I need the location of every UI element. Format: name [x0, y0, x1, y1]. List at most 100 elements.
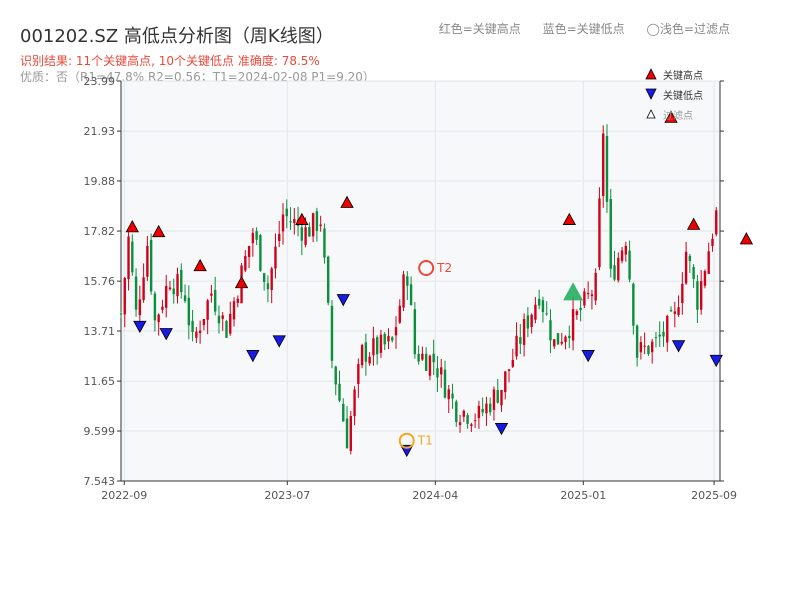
- candle-body: [447, 389, 450, 400]
- candle-body: [259, 235, 262, 271]
- marker-legend: 关键高点 关键低点 过滤点: [645, 64, 703, 124]
- candle-body: [677, 307, 680, 315]
- candle-body: [421, 353, 424, 360]
- key-low-marker: [709, 354, 723, 368]
- candle-body: [153, 293, 157, 321]
- x-tick-label: 2023-07: [264, 489, 310, 502]
- candle-body: [146, 245, 149, 277]
- candle-body: [477, 405, 481, 419]
- top-legend-red: 红色=关键高点: [438, 22, 521, 36]
- candle-body: [526, 315, 530, 329]
- candle-body: [602, 133, 605, 196]
- candle-body: [168, 287, 172, 290]
- candle-body: [620, 250, 624, 261]
- legend-row-high: 关键高点: [645, 64, 703, 84]
- special-point-marker: [398, 432, 415, 449]
- candle-body: [507, 369, 511, 371]
- key-low-marker: [336, 294, 350, 307]
- candle-body: [609, 198, 612, 269]
- candle-body: [699, 281, 703, 310]
- candle-body: [232, 301, 236, 320]
- candle-body: [225, 321, 228, 338]
- key-high-marker: [295, 212, 309, 225]
- candle-body: [417, 353, 420, 362]
- x-tick-label: 2025-01: [560, 489, 606, 502]
- candle-body: [349, 416, 353, 451]
- candle-body: [432, 353, 435, 363]
- candle-body: [142, 277, 145, 301]
- candle-body: [515, 335, 518, 357]
- legend-row-low: 关键低点: [645, 84, 703, 104]
- candle-body: [496, 389, 499, 403]
- candle-body: [364, 342, 368, 362]
- candle-body: [598, 198, 601, 268]
- candle-body: [654, 337, 658, 339]
- candle-body: [191, 320, 194, 332]
- candle-body: [357, 364, 360, 385]
- candle-body: [123, 278, 126, 315]
- candle-body: [149, 239, 153, 292]
- candle-body: [406, 276, 409, 286]
- candle-body: [658, 334, 661, 337]
- candle-body: [138, 299, 142, 316]
- candle-body: [236, 298, 239, 303]
- candle-body: [180, 269, 183, 293]
- candle-body: [458, 422, 462, 426]
- candle-body: [221, 315, 224, 319]
- candle-body: [315, 211, 319, 231]
- candle-body: [311, 213, 315, 237]
- candle-body: [274, 246, 277, 269]
- candle-body: [119, 313, 123, 315]
- key-high-marker: [739, 232, 754, 245]
- candle-body: [206, 300, 209, 320]
- candle-body: [289, 221, 292, 223]
- y-tick-label: 9.599: [84, 425, 116, 438]
- y-tick-label: 7.543: [84, 475, 116, 488]
- key-low-marker: [581, 350, 595, 363]
- candle-body: [334, 366, 337, 385]
- candle-body: [617, 257, 620, 281]
- candle-body: [703, 271, 707, 286]
- candle-body: [428, 355, 432, 376]
- candle-body: [304, 227, 307, 245]
- candle-body: [251, 232, 255, 244]
- candle-body: [473, 420, 477, 422]
- candle-body: [436, 368, 439, 378]
- candle-body: [586, 293, 590, 295]
- candle-body: [553, 339, 556, 347]
- key-low-marker: [246, 350, 260, 363]
- candle-body: [481, 408, 484, 413]
- candle-body: [379, 334, 383, 353]
- candle-body: [319, 224, 322, 226]
- candle-body: [131, 241, 134, 273]
- candle-body: [134, 276, 138, 310]
- key-low-marker: [159, 328, 173, 341]
- candle-body: [564, 336, 567, 343]
- candle-body: [308, 226, 311, 237]
- candle-body: [372, 338, 375, 356]
- candle-body: [300, 227, 304, 241]
- candle-body: [556, 333, 560, 345]
- candle-body: [545, 313, 548, 315]
- candle-body: [684, 251, 688, 284]
- result-summary: 识别结果: 11个关键高点, 10个关键低点 准确度: 78.5%: [20, 54, 320, 68]
- candle-body: [323, 228, 326, 258]
- candle-body: [485, 403, 488, 414]
- candle-body: [500, 389, 503, 406]
- key-high-marker: [234, 275, 249, 289]
- candle-body: [537, 298, 541, 306]
- candle-body: [650, 341, 654, 353]
- candle-body: [270, 268, 273, 291]
- candle-body: [210, 293, 213, 296]
- key-low-marker: [133, 320, 147, 334]
- candle-body: [519, 337, 522, 344]
- candle-body: [353, 389, 356, 417]
- candle-body: [541, 300, 545, 313]
- candle-body: [217, 315, 221, 324]
- triangle-down-icon: [645, 88, 657, 100]
- candle-body: [511, 359, 514, 367]
- candle-body: [462, 410, 466, 417]
- candle-body: [247, 246, 251, 258]
- candle-body: [244, 256, 247, 271]
